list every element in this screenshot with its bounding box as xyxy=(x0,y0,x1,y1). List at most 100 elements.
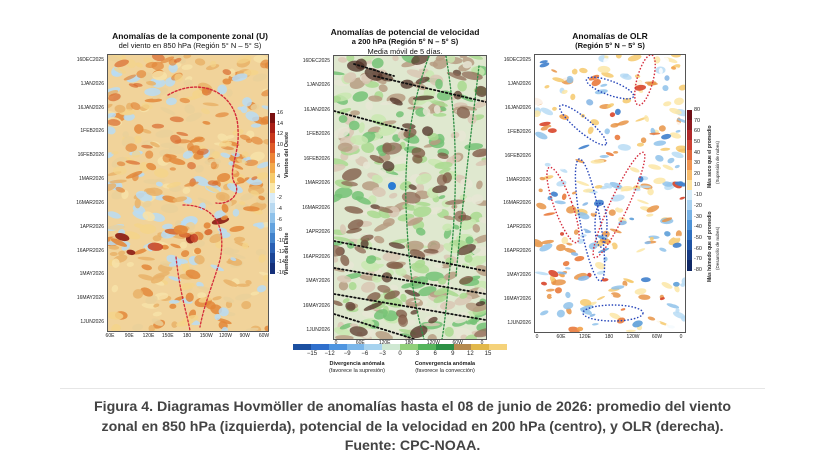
anomaly-blob xyxy=(469,254,486,267)
y-tick-label: 1APR2026 xyxy=(506,224,531,231)
anomaly-blob xyxy=(596,296,605,301)
anomaly-blob xyxy=(223,296,235,303)
chi200-mjo-track xyxy=(334,240,486,272)
anomaly-blob xyxy=(674,181,685,187)
anomaly-blob xyxy=(169,167,176,171)
anomaly-blob xyxy=(457,80,467,92)
anomaly-blob xyxy=(245,138,253,144)
anomaly-blob xyxy=(142,200,152,208)
anomaly-blob xyxy=(442,223,453,232)
colorbar-swatch xyxy=(270,213,275,224)
olr-colorbar-upper-sub: (Supresión de nubes) xyxy=(715,118,720,184)
anomaly-blob xyxy=(134,198,141,209)
chi200-divergence-title: Divergencia anómala xyxy=(329,361,385,367)
olr-contour-blue xyxy=(574,158,606,282)
u850-contour-red xyxy=(167,86,239,204)
anomaly-blob xyxy=(535,239,543,248)
anomaly-blob xyxy=(550,191,558,197)
colorbar-swatch xyxy=(435,344,454,350)
anomaly-blob xyxy=(577,238,585,244)
anomaly-blob xyxy=(662,181,673,187)
anomaly-blob xyxy=(361,260,380,272)
anomaly-blob xyxy=(169,116,184,123)
anomaly-blob xyxy=(182,316,192,326)
anomaly-blob xyxy=(263,139,268,145)
anomaly-blob xyxy=(133,135,142,144)
anomaly-blob xyxy=(384,176,404,182)
anomaly-blob xyxy=(245,279,252,285)
anomaly-blob xyxy=(541,154,548,159)
anomaly-blob xyxy=(232,208,240,217)
anomaly-blob xyxy=(111,151,119,155)
anomaly-blob xyxy=(250,123,262,128)
anomaly-blob xyxy=(108,103,113,110)
anomaly-blob xyxy=(600,325,612,332)
anomaly-blob xyxy=(649,104,661,111)
colorbar-tick-label: -40 xyxy=(694,224,702,231)
anomaly-blob xyxy=(603,256,608,262)
anomaly-blob xyxy=(354,246,367,254)
anomaly-blob xyxy=(362,161,371,169)
anomaly-blob xyxy=(535,299,544,307)
anomaly-blob xyxy=(392,155,408,165)
anomaly-blob xyxy=(108,245,120,250)
anomaly-blob xyxy=(566,281,573,286)
anomaly-blob xyxy=(126,261,134,267)
colorbar-tick-label: 10 xyxy=(277,142,284,148)
anomaly-blob xyxy=(366,255,377,264)
colorbar-swatch xyxy=(687,120,692,131)
colorbar-tick-label: 70 xyxy=(694,117,701,124)
anomaly-blob xyxy=(221,203,229,213)
colorbar-tick-label: −15 xyxy=(306,351,318,357)
y-tick-label: 16FEB2026 xyxy=(77,152,104,159)
anomaly-blob xyxy=(171,321,178,328)
anomaly-blob xyxy=(583,125,589,133)
anomaly-blob xyxy=(444,326,454,337)
anomaly-blob xyxy=(465,236,474,245)
figure-caption: Figura 4. Diagramas Hovmöller de anomalí… xyxy=(93,399,732,454)
anomaly-blob xyxy=(250,151,265,162)
anomaly-blob xyxy=(628,317,642,325)
anomaly-blob xyxy=(579,298,592,307)
anomaly-blob xyxy=(620,308,626,311)
anomaly-blob xyxy=(588,242,598,250)
y-tick-label: 1FEB2026 xyxy=(507,128,531,135)
anomaly-blob xyxy=(634,74,641,79)
caption-divider xyxy=(60,388,765,389)
anomaly-blob xyxy=(442,172,452,184)
anomaly-blob xyxy=(546,293,553,299)
olr-title: Anomalías de OLR (Región 5° N – 5° S) xyxy=(545,31,675,51)
colorbar-swatch xyxy=(687,260,692,271)
anomaly-blob xyxy=(338,281,349,291)
anomaly-blob xyxy=(377,284,391,293)
anomaly-blob xyxy=(380,100,395,106)
anomaly-blob xyxy=(219,194,226,201)
colorbar-tick-label: -30 xyxy=(694,213,702,220)
anomaly-blob xyxy=(437,277,447,285)
anomaly-blob xyxy=(108,211,121,219)
anomaly-blob xyxy=(568,65,575,71)
colorbar-tick-label: -6 xyxy=(277,216,282,223)
anomaly-blob xyxy=(334,265,345,273)
anomaly-blob xyxy=(371,57,384,69)
anomaly-blob xyxy=(671,151,684,159)
anomaly-blob xyxy=(649,132,661,135)
anomaly-blob xyxy=(557,154,563,161)
anomaly-blob xyxy=(408,184,417,191)
x-tick-label: 120E xyxy=(579,334,591,340)
y-tick-label: 1FEB2026 xyxy=(80,128,104,135)
anomaly-blob xyxy=(240,105,248,114)
anomaly-blob xyxy=(145,295,158,305)
anomaly-blob xyxy=(342,298,350,304)
anomaly-blob xyxy=(540,281,547,286)
u850-subtitle: del viento en 850 hPa (Región 5° N – 5° … xyxy=(118,41,262,50)
anomaly-blob xyxy=(368,95,383,102)
colorbar-swatch xyxy=(687,190,692,201)
anomaly-blob xyxy=(544,85,550,89)
chi200-convergence-sub: (favorece la convección) xyxy=(415,368,475,374)
anomaly-blob xyxy=(446,56,456,63)
anomaly-blob xyxy=(132,289,144,299)
anomaly-blob xyxy=(472,148,486,158)
anomaly-blob xyxy=(245,327,259,331)
colorbar-swatch xyxy=(270,123,275,134)
